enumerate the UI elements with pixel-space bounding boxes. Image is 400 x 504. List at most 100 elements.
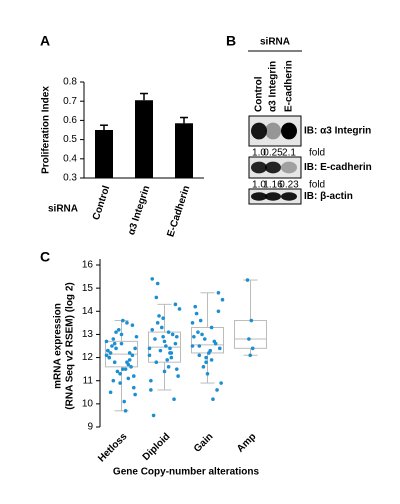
data-point	[204, 355, 208, 360]
y-axis-label: mRNA expression	[53, 303, 64, 389]
quant-unit: fold	[309, 148, 325, 159]
data-point	[118, 381, 122, 385]
quant: 1.16	[263, 180, 283, 191]
band	[281, 161, 297, 174]
data-point	[115, 369, 120, 374]
data-point	[204, 360, 208, 365]
data-point	[174, 334, 179, 339]
data-point	[121, 367, 125, 371]
y-tick-label: 12	[82, 352, 94, 363]
data-point	[170, 332, 175, 337]
data-point	[190, 344, 195, 348]
data-point	[104, 339, 109, 344]
data-point	[245, 278, 250, 282]
band	[265, 122, 281, 140]
data-point	[116, 328, 121, 332]
x-tick-label: E-Cadherin	[165, 184, 192, 238]
x-tick-label: Control	[91, 184, 113, 221]
data-point	[112, 360, 117, 365]
data-point	[107, 355, 112, 360]
data-point	[127, 351, 132, 355]
quant: 1.0	[252, 148, 266, 159]
data-point	[150, 328, 155, 332]
y-tick-label: 13	[82, 329, 94, 340]
data-point	[134, 334, 139, 339]
data-point	[172, 397, 176, 402]
y-axis-label: Proliferation Index	[41, 86, 52, 174]
data-point	[169, 351, 174, 355]
data-point	[216, 290, 221, 295]
data-point	[119, 341, 124, 346]
data-point	[164, 344, 168, 348]
data-point	[197, 344, 202, 348]
data-point	[130, 353, 135, 358]
data-point	[118, 371, 122, 376]
data-point	[202, 337, 207, 341]
panel-label: A	[40, 33, 50, 49]
data-point	[161, 334, 165, 339]
data-point	[149, 388, 153, 392]
panel-label: B	[226, 33, 236, 49]
data-point	[176, 374, 180, 378]
data-point	[197, 353, 202, 358]
data-point	[249, 318, 254, 323]
blot-label: IB: E-cadherin	[304, 162, 372, 173]
data-point	[217, 346, 222, 351]
data-point	[130, 323, 135, 327]
data-point	[216, 309, 221, 314]
data-point	[211, 397, 215, 402]
bar	[175, 123, 193, 178]
y-tick-label: 0.8	[63, 77, 77, 88]
y-tick-label: 0.4	[63, 153, 77, 164]
data-point	[106, 348, 110, 353]
data-point	[121, 318, 125, 323]
data-point	[125, 321, 129, 325]
data-point	[104, 353, 109, 358]
data-point	[200, 332, 204, 337]
band	[251, 161, 267, 174]
data-point	[155, 321, 160, 325]
y-tick-label: 0.5	[63, 134, 77, 145]
band	[281, 192, 297, 201]
data-point	[154, 360, 159, 365]
data-point	[111, 337, 116, 341]
blot-title: siRNA	[260, 37, 290, 48]
data-point	[205, 371, 210, 376]
y-tick-label: 0.7	[63, 96, 77, 107]
y-axis-label: (RNA Seq v2 RSEM) (log 2)	[65, 282, 76, 409]
x-row-label: siRNA	[48, 204, 78, 215]
data-point	[169, 355, 174, 360]
data-point	[155, 281, 160, 286]
data-point	[114, 330, 118, 334]
y-tick-label: 0.3	[63, 173, 77, 184]
y-tick-label: 10	[82, 398, 94, 409]
x-tick-label: Diploid	[141, 431, 173, 463]
data-point	[190, 321, 195, 325]
data-point	[111, 378, 116, 383]
band	[265, 192, 281, 201]
x-tick-label: α3 Integrin	[126, 184, 152, 236]
panel-label: C	[40, 249, 50, 265]
data-point	[201, 365, 206, 369]
x-tick-label: Gain	[192, 431, 216, 455]
data-point	[165, 358, 170, 362]
data-point	[119, 332, 124, 337]
data-point	[177, 307, 182, 311]
data-point	[147, 346, 152, 351]
data-point	[161, 316, 165, 321]
data-point	[133, 392, 137, 397]
y-tick-label: 16	[82, 260, 94, 271]
data-point	[151, 413, 156, 418]
data-point	[108, 351, 113, 355]
data-point	[123, 409, 128, 413]
data-point	[193, 304, 198, 309]
data-point	[129, 365, 133, 369]
y-tick-label: 14	[82, 306, 94, 317]
data-point	[162, 339, 167, 344]
band	[265, 161, 281, 174]
data-point	[157, 314, 161, 318]
lane-label: Control	[254, 76, 265, 112]
data-point	[147, 353, 152, 358]
data-point	[127, 358, 132, 362]
data-point	[122, 399, 127, 404]
